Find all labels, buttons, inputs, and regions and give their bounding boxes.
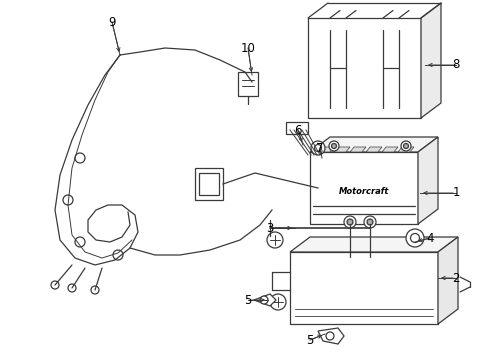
Circle shape — [325, 332, 333, 340]
Polygon shape — [365, 147, 381, 152]
Circle shape — [269, 294, 285, 310]
Circle shape — [366, 219, 372, 225]
Text: 3: 3 — [266, 221, 273, 234]
Text: 6: 6 — [294, 123, 301, 136]
Circle shape — [63, 195, 73, 205]
Bar — [307, 18, 420, 118]
Polygon shape — [349, 147, 365, 152]
Circle shape — [266, 232, 283, 248]
Polygon shape — [417, 137, 437, 224]
Text: 2: 2 — [451, 271, 459, 284]
Polygon shape — [309, 137, 437, 152]
Text: 1: 1 — [451, 186, 459, 199]
Polygon shape — [317, 328, 343, 344]
Circle shape — [409, 234, 419, 243]
Circle shape — [405, 229, 423, 247]
Polygon shape — [333, 147, 349, 152]
Circle shape — [75, 237, 85, 247]
Text: 4: 4 — [426, 231, 433, 244]
Circle shape — [75, 153, 85, 163]
Text: 5: 5 — [244, 293, 251, 306]
Circle shape — [400, 141, 410, 151]
Circle shape — [68, 284, 76, 292]
Circle shape — [314, 144, 321, 152]
Circle shape — [403, 144, 407, 148]
Text: 5: 5 — [305, 333, 313, 346]
Circle shape — [363, 216, 375, 228]
Circle shape — [331, 144, 336, 148]
Text: 10: 10 — [240, 41, 255, 54]
Text: Motorcraft: Motorcraft — [338, 188, 388, 197]
Bar — [195, 168, 223, 200]
Polygon shape — [397, 147, 413, 152]
Text: 7: 7 — [316, 141, 323, 154]
Polygon shape — [381, 147, 397, 152]
Bar — [285, 122, 307, 134]
Circle shape — [343, 216, 355, 228]
Bar — [309, 152, 417, 224]
Bar — [238, 72, 258, 96]
Text: 9: 9 — [108, 15, 116, 28]
Polygon shape — [437, 237, 457, 324]
Circle shape — [113, 250, 123, 260]
Polygon shape — [317, 147, 333, 152]
Text: 8: 8 — [451, 58, 459, 72]
Circle shape — [310, 141, 325, 155]
Bar — [199, 173, 219, 195]
Bar — [289, 252, 437, 324]
Circle shape — [51, 281, 59, 289]
Polygon shape — [420, 3, 440, 118]
Circle shape — [328, 141, 338, 151]
Polygon shape — [289, 237, 457, 252]
Circle shape — [346, 219, 352, 225]
Circle shape — [260, 296, 267, 304]
Polygon shape — [253, 294, 275, 306]
Circle shape — [91, 286, 99, 294]
